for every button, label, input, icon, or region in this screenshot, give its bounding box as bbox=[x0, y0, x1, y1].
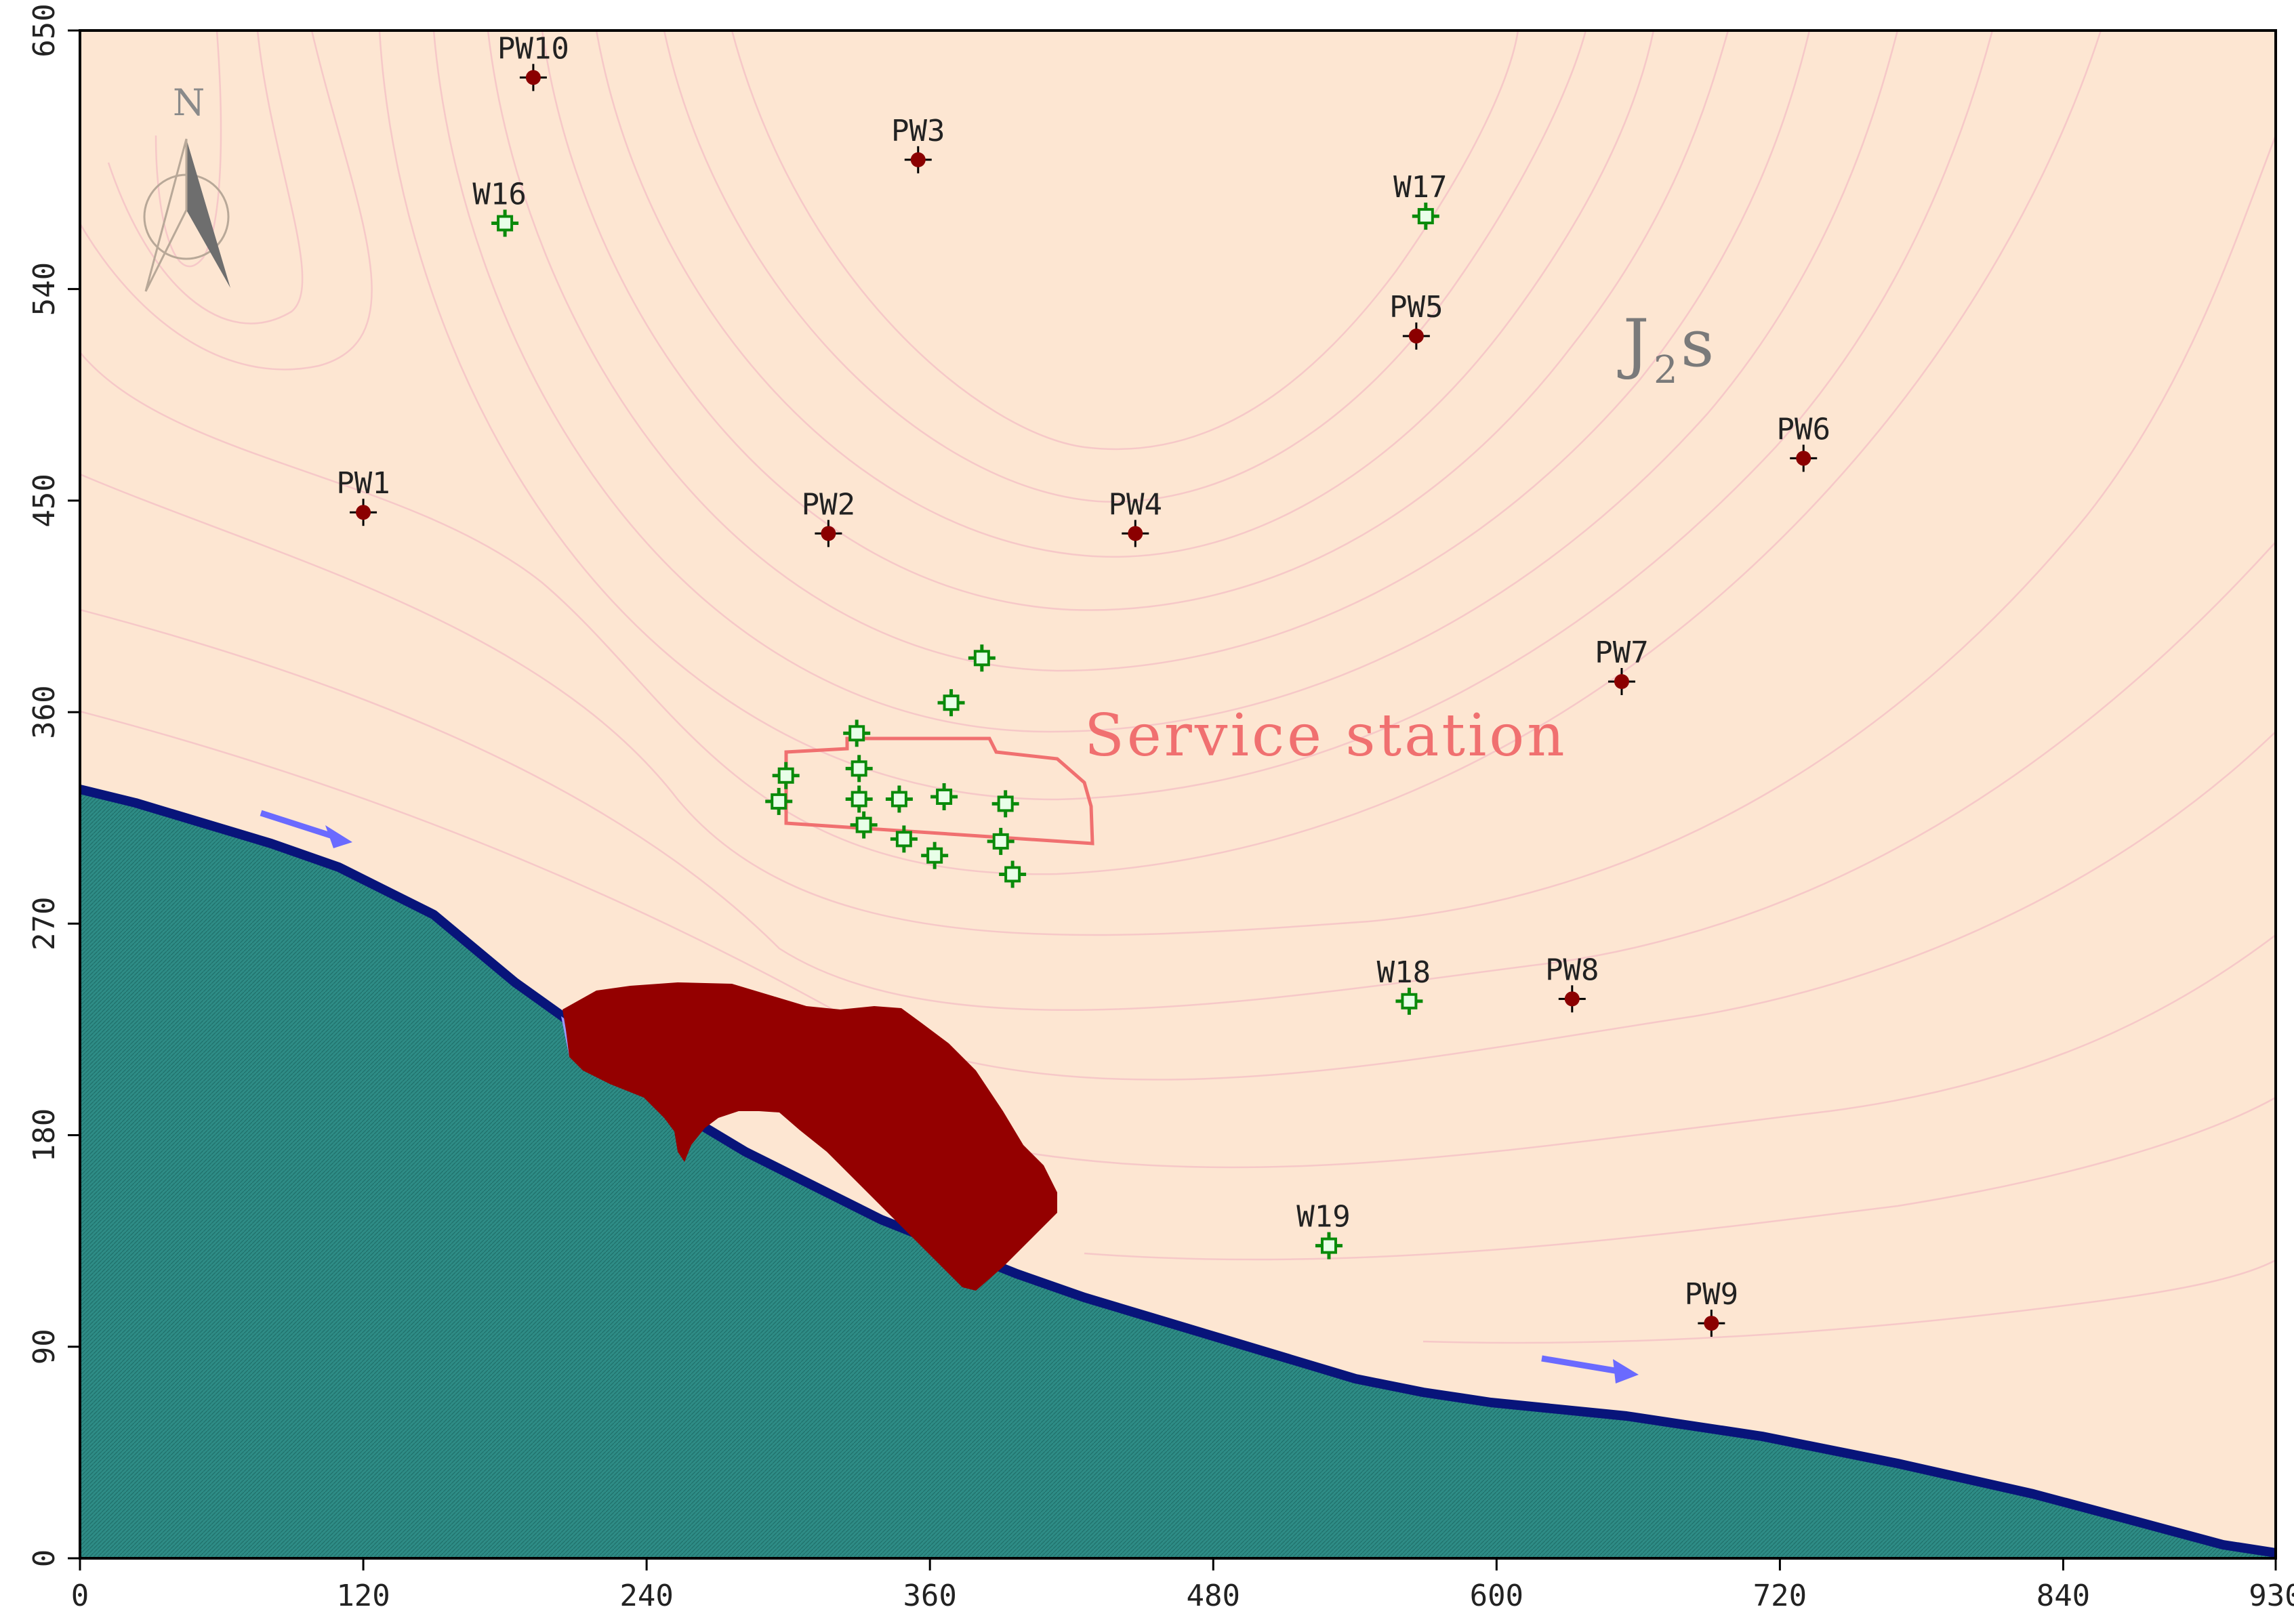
monitoring-well-marker[interactable] bbox=[987, 827, 1015, 855]
monitoring-well-label: W16 bbox=[472, 177, 526, 211]
monitoring-well-marker[interactable] bbox=[772, 762, 800, 789]
pumping-well-marker[interactable] bbox=[1607, 667, 1635, 695]
flow-arrow-right bbox=[1541, 1355, 1639, 1383]
monitoring-well-label: W18 bbox=[1377, 955, 1431, 990]
monitoring-well-marker[interactable] bbox=[845, 785, 873, 813]
x-tick-label: 720 bbox=[1753, 1579, 1807, 1613]
svg-text:2: 2 bbox=[1654, 348, 1678, 392]
monitoring-well-marker[interactable] bbox=[1315, 1232, 1343, 1259]
monitoring-well-marker[interactable] bbox=[968, 644, 996, 672]
x-tick-label: 930 bbox=[2249, 1579, 2294, 1613]
pumping-well-marker[interactable] bbox=[1122, 520, 1149, 547]
x-tick-label: 600 bbox=[1470, 1579, 1523, 1613]
x-tick-label: 480 bbox=[1187, 1579, 1240, 1613]
monitoring-well-marker[interactable] bbox=[890, 825, 918, 853]
river-water bbox=[80, 789, 2276, 1558]
monitoring-well-marker[interactable] bbox=[921, 841, 949, 869]
pumping-well-label: PW5 bbox=[1389, 290, 1443, 325]
monitoring-well-marker[interactable] bbox=[765, 787, 793, 815]
monitoring-well-marker[interactable] bbox=[930, 783, 958, 810]
pumping-well-marker[interactable] bbox=[1558, 985, 1586, 1013]
y-tick-label: 180 bbox=[27, 1108, 62, 1162]
y-tick-label: 650 bbox=[27, 3, 62, 57]
north-label: N bbox=[173, 81, 205, 124]
x-tick-label: 240 bbox=[619, 1579, 673, 1613]
y-axis: 0 90 180 270 360 450 540 650 bbox=[27, 3, 80, 1567]
x-tick-label: 0 bbox=[71, 1579, 89, 1613]
pumping-well-marker[interactable] bbox=[1790, 444, 1818, 472]
monitoring-well-marker[interactable] bbox=[843, 720, 871, 747]
pumping-well-marker[interactable] bbox=[815, 520, 842, 547]
monitoring-well-label: W17 bbox=[1393, 170, 1447, 205]
pumping-well-label: PW7 bbox=[1595, 636, 1648, 670]
monitoring-well-marker[interactable] bbox=[1395, 987, 1423, 1015]
x-axis: 0 120 240 360 480 600 720 840 930 bbox=[71, 1558, 2294, 1613]
contour-lines bbox=[79, 30, 2277, 1344]
pumping-well-label: PW1 bbox=[336, 466, 390, 501]
pumping-wells: PW10 PW3 PW5 PW6 PW1 PW2 PW4 PW7 PW8 PW9 bbox=[336, 31, 1830, 1337]
service-station-outline bbox=[784, 736, 1094, 846]
map-frame bbox=[79, 29, 2277, 1560]
pumping-well-label: PW4 bbox=[1109, 487, 1162, 522]
y-tick-label: 90 bbox=[27, 1329, 62, 1365]
flow-arrow-left bbox=[260, 810, 352, 848]
pumping-well-marker[interactable] bbox=[350, 499, 377, 526]
monitoring-well-marker[interactable] bbox=[1412, 203, 1439, 230]
monitoring-well-marker[interactable] bbox=[845, 755, 873, 783]
y-tick-label: 450 bbox=[27, 474, 62, 527]
y-tick-label: 270 bbox=[27, 897, 62, 951]
x-tick-label: 840 bbox=[2036, 1579, 2090, 1613]
y-tick-label: 0 bbox=[27, 1549, 62, 1568]
pumping-well-marker[interactable] bbox=[519, 64, 547, 91]
pumping-well-marker[interactable] bbox=[904, 146, 932, 173]
monitoring-well-marker[interactable] bbox=[885, 785, 913, 813]
north-arrow-icon: N bbox=[143, 81, 230, 292]
y-tick-label: 540 bbox=[27, 262, 62, 316]
monitoring-wells: W16 W17 W18 W19 bbox=[472, 170, 1448, 1259]
x-tick-label: 360 bbox=[903, 1579, 956, 1613]
monitoring-well-marker[interactable] bbox=[991, 790, 1019, 818]
pumping-well-marker[interactable] bbox=[1402, 322, 1430, 350]
x-tick-label: 120 bbox=[336, 1579, 390, 1613]
service-station-label: Service station bbox=[1084, 702, 1568, 770]
y-tick-label: 360 bbox=[27, 685, 62, 738]
pumping-well-label: PW8 bbox=[1545, 953, 1599, 987]
pumping-well-label: PW9 bbox=[1685, 1277, 1738, 1312]
pumping-well-label: PW3 bbox=[891, 114, 945, 148]
pumping-well-marker[interactable] bbox=[1698, 1310, 1725, 1337]
pumping-well-label: PW10 bbox=[497, 31, 569, 66]
monitoring-well-label: W19 bbox=[1296, 1200, 1350, 1234]
monitoring-well-marker[interactable] bbox=[999, 860, 1027, 888]
monitoring-well-marker[interactable] bbox=[937, 689, 965, 717]
monitoring-well-marker[interactable] bbox=[850, 811, 878, 839]
svg-text:s: s bbox=[1681, 306, 1714, 381]
pumping-well-label: PW6 bbox=[1776, 412, 1830, 446]
contaminant-plume bbox=[562, 982, 1057, 1291]
monitoring-well-marker[interactable] bbox=[491, 209, 519, 237]
pumping-well-label: PW2 bbox=[802, 487, 855, 522]
